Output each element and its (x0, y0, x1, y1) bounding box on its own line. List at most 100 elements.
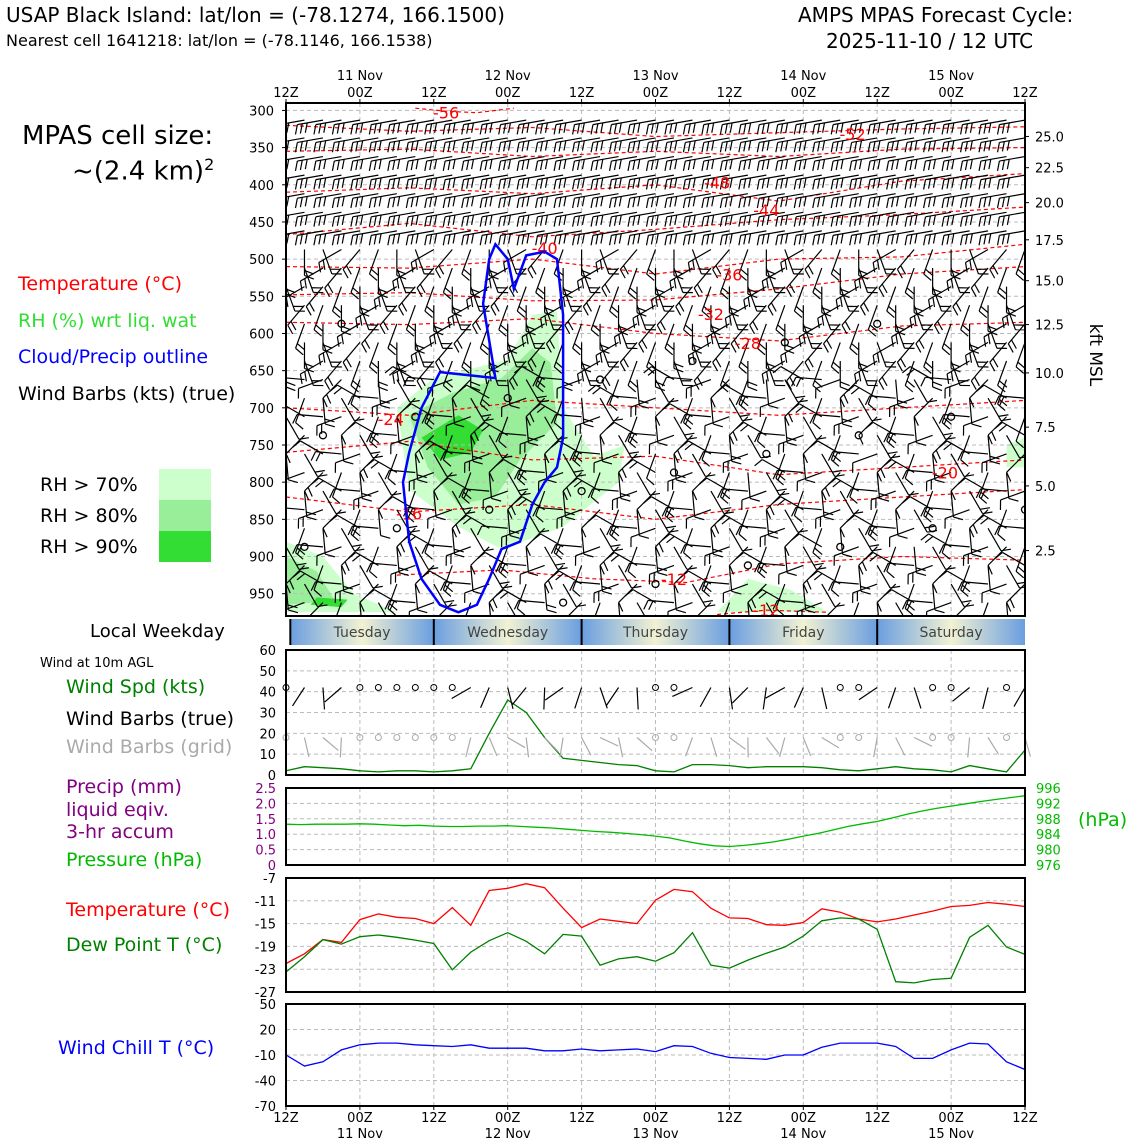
wind-barb-feather (627, 384, 637, 393)
wind-barb (802, 453, 807, 480)
wind-barb-feather (945, 437, 956, 440)
wind-barb-feather (822, 177, 826, 188)
wind-barb-feather (989, 362, 996, 372)
wind-barb-feather (692, 159, 696, 170)
wind-barb-feather (983, 197, 987, 208)
wind-barb-feather (950, 269, 961, 275)
wind-barb (414, 342, 425, 368)
wind-barb (648, 119, 675, 126)
wind-barb-feather (322, 259, 326, 270)
wind-barb-feather (664, 142, 668, 153)
wind-barb-feather (861, 561, 868, 572)
temperature-tick-label: -11 (255, 895, 276, 910)
wind-barb (738, 342, 749, 368)
wind-barb (562, 286, 573, 312)
wind-barb (835, 286, 860, 301)
wind-barb-feather (308, 302, 315, 312)
wind-barb-feather (439, 451, 446, 461)
wind-barb-feather (539, 399, 550, 403)
bottom-x-tick-label: 00Z (347, 1111, 373, 1126)
wind-barb (851, 193, 878, 199)
wind-barb-feather (304, 140, 308, 151)
wind-barb-feather (946, 197, 950, 208)
wind-barb-feather (766, 140, 770, 151)
wind-barb-feather (711, 122, 715, 133)
calm-wind-circle (855, 684, 863, 691)
wind-barb-feather (528, 572, 539, 577)
wind-barb (928, 286, 952, 301)
wind-barb-feather (891, 234, 895, 245)
wind-barb-feather (803, 140, 807, 151)
wind-barb-feather (277, 217, 279, 227)
wind-barb-feather (350, 235, 354, 246)
wind-barb (286, 174, 305, 179)
wind-barb-feather (720, 496, 729, 504)
height-tick-label: 15.0 (1035, 275, 1064, 290)
wind-barb-feather (821, 307, 832, 312)
wind-barb-feather (318, 141, 322, 152)
wind-barb (722, 155, 748, 162)
legend-rh70: RH > 70% (40, 474, 138, 496)
wind-barb (609, 286, 620, 312)
wind-barb-feather (938, 414, 945, 424)
wind-barb-feather (969, 122, 973, 133)
wind-barb-feather (832, 361, 842, 370)
wind-barb-feather (256, 497, 264, 503)
wind-barb-feather (606, 551, 615, 560)
wind-barb-feather (558, 178, 562, 189)
wind-barb-feather (536, 405, 546, 414)
wind-barb (335, 453, 361, 464)
wind-barb-feather (951, 177, 955, 188)
wind-barb-feather (706, 141, 710, 152)
wind-barb (525, 379, 540, 403)
wind-barb (472, 304, 490, 326)
wind-barb (834, 546, 859, 557)
wind-barb (341, 416, 361, 436)
wind-barb-feather (886, 142, 890, 153)
wind-barb (553, 528, 564, 553)
wind-barb-feather (1015, 366, 1025, 374)
wind-barb-feather (705, 604, 716, 608)
wind-barb (286, 342, 287, 345)
wind-barb (340, 565, 345, 592)
wind-barb-feather (360, 233, 364, 244)
wind-barb-feather (546, 479, 557, 484)
wind-barb (854, 384, 878, 399)
wind-barb-feather (269, 344, 274, 353)
wind-barb (839, 528, 844, 555)
wind-barb (666, 193, 693, 199)
wind-barb-feather (304, 159, 308, 170)
wind-barb-feather (263, 318, 265, 328)
wind-barb-feather (325, 553, 336, 558)
wind-barb-feather (891, 215, 895, 226)
wind-barb-feather (768, 530, 778, 534)
wind-barb (968, 528, 973, 555)
wind-barb (286, 193, 305, 198)
wind-barb-feather (988, 140, 992, 151)
wind-barb (371, 211, 397, 218)
wind-barb-feather (326, 394, 332, 404)
wind-barb-feather (491, 497, 502, 502)
wind-barb-feather (761, 178, 765, 189)
wind-barb (507, 602, 517, 616)
wind-barb-feather (451, 397, 458, 408)
wind-barb (445, 230, 471, 236)
wind-barb-feather (410, 178, 414, 189)
wind-barb-feather (387, 235, 391, 246)
wind-barb-feather (724, 123, 728, 134)
wind-barb-feather (987, 434, 993, 445)
wind-barb (352, 155, 379, 162)
wind-barb-feather (872, 141, 876, 152)
wind-barb-feather (336, 141, 340, 152)
weekday-name: Tuesday (333, 625, 391, 641)
wind-barb-feather (424, 422, 433, 430)
wind-barb-feather (971, 548, 982, 553)
wind-barb-feather (574, 454, 583, 463)
wind-barb-feather (972, 524, 978, 534)
wind-barb (577, 360, 601, 375)
wind-barb-feather (581, 527, 587, 538)
wind-barb-feather (983, 141, 987, 152)
wind-barb (617, 602, 621, 616)
wind-barb-feather (759, 563, 765, 573)
wind-barb-feather (268, 159, 270, 169)
